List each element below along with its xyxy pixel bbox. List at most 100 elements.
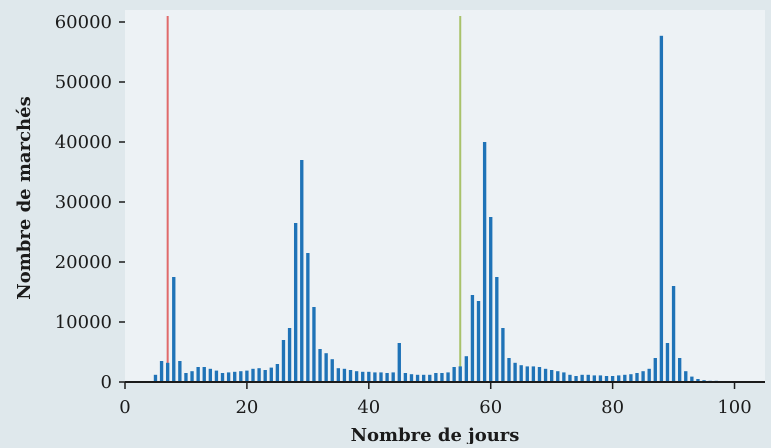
- bar-day-37: [348, 370, 353, 382]
- bar-day-52: [440, 373, 444, 382]
- vertical-markers: [166, 16, 462, 382]
- bar-day-32: [318, 349, 322, 382]
- bar-day-94: [696, 379, 700, 382]
- bar-day-90: [671, 286, 676, 382]
- bar-day-10: [184, 373, 188, 382]
- bars-group: [153, 35, 737, 383]
- bar-day-58: [476, 301, 481, 382]
- bar-day-30: [306, 253, 310, 382]
- bar-day-67: [531, 366, 536, 382]
- bar-day-79: [604, 376, 609, 382]
- bar-day-48: [415, 374, 420, 382]
- bar-day-65: [519, 365, 523, 382]
- bar-day-17: [226, 372, 231, 382]
- bar-day-81: [617, 375, 621, 382]
- bar-day-56: [464, 356, 469, 382]
- y-tick-label: 50000: [55, 72, 112, 93]
- y-tick-label: 40000: [55, 132, 112, 153]
- bar-day-73: [568, 374, 572, 382]
- bar-day-76: [586, 374, 590, 382]
- bar-day-31: [312, 307, 316, 382]
- x-tick-label: 40: [357, 397, 380, 418]
- bar-day-71: [556, 371, 560, 382]
- plot-area: [125, 10, 765, 382]
- bar-day-5: [153, 374, 158, 382]
- bar-day-38: [354, 371, 359, 382]
- bar-day-54: [452, 367, 456, 382]
- bar-day-78: [598, 375, 603, 382]
- bar-day-80: [610, 376, 615, 382]
- bar-day-88: [659, 35, 664, 383]
- bar-day-9: [178, 361, 182, 382]
- bar-day-63: [507, 358, 511, 382]
- x-tick-label: 100: [717, 397, 751, 418]
- bar-day-93: [690, 376, 694, 382]
- bar-day-49: [421, 374, 426, 382]
- x-tick-label: 0: [119, 397, 130, 418]
- y-tick-label: 0: [101, 372, 112, 393]
- bar-day-47: [409, 374, 414, 382]
- bar-day-46: [403, 373, 408, 382]
- bar-day-41: [373, 372, 377, 382]
- y-tick-label: 20000: [55, 252, 112, 273]
- bar-day-27: [287, 328, 292, 382]
- bar-day-21: [251, 368, 255, 382]
- x-axis-ticks: 0 20 40 60 80 100: [119, 382, 752, 418]
- bar-day-53: [446, 372, 450, 382]
- bar-day-25: [275, 364, 280, 382]
- bar-day-87: [653, 358, 657, 382]
- bar-day-33: [324, 353, 328, 382]
- bar-day-86: [647, 368, 651, 382]
- bar-day-24: [269, 367, 273, 382]
- bar-day-44: [391, 372, 395, 382]
- bar-day-45: [397, 343, 401, 382]
- y-tick-label: 30000: [55, 192, 112, 213]
- x-axis-label: Nombre de jours: [351, 425, 520, 444]
- bar-day-50: [428, 374, 432, 382]
- bar-day-35: [336, 368, 341, 382]
- bar-day-19: [239, 371, 243, 382]
- bar-day-20: [245, 370, 249, 382]
- bar-day-11: [190, 371, 194, 382]
- bar-day-68: [537, 367, 542, 382]
- bar-day-22: [257, 368, 261, 382]
- bar-day-6: [159, 361, 164, 382]
- bar-day-34: [330, 359, 334, 382]
- bar-day-7: [165, 362, 170, 382]
- bar-day-55: [458, 366, 462, 382]
- bar-day-42: [379, 372, 383, 382]
- x-tick-label: 20: [235, 397, 258, 418]
- bar-day-64: [513, 362, 517, 382]
- bar-day-14: [208, 368, 213, 382]
- bar-day-18: [233, 371, 237, 382]
- bar-day-74: [574, 376, 578, 382]
- bar-day-89: [665, 343, 670, 382]
- bar-day-62: [501, 328, 505, 382]
- bar-day-26: [281, 340, 286, 382]
- x-tick-label: 80: [601, 397, 624, 418]
- bar-day-72: [562, 372, 566, 382]
- bar-day-82: [623, 374, 627, 382]
- bar-day-28: [293, 223, 298, 382]
- bar-day-57: [470, 295, 475, 382]
- bar-day-40: [367, 371, 371, 382]
- bar-day-61: [495, 277, 499, 382]
- y-axis-ticks: 0 10000 20000 30000 40000 50000 60000: [55, 12, 125, 393]
- bar-day-43: [385, 373, 389, 382]
- bar-day-92: [684, 371, 688, 382]
- bar-day-69: [543, 368, 548, 382]
- bar-day-70: [549, 370, 554, 382]
- bar-day-59: [482, 142, 487, 382]
- y-axis-label: Nombre de marchés: [14, 96, 35, 299]
- bar-day-16: [220, 373, 225, 382]
- bar-day-36: [342, 368, 347, 382]
- bar-day-75: [580, 374, 584, 382]
- bar-day-13: [202, 367, 206, 382]
- bar-day-66: [525, 366, 529, 382]
- bar-day-15: [214, 370, 219, 382]
- bar-day-12: [196, 367, 200, 382]
- bar-day-60: [489, 217, 493, 382]
- bar-day-83: [629, 374, 633, 382]
- bar-day-77: [592, 375, 597, 382]
